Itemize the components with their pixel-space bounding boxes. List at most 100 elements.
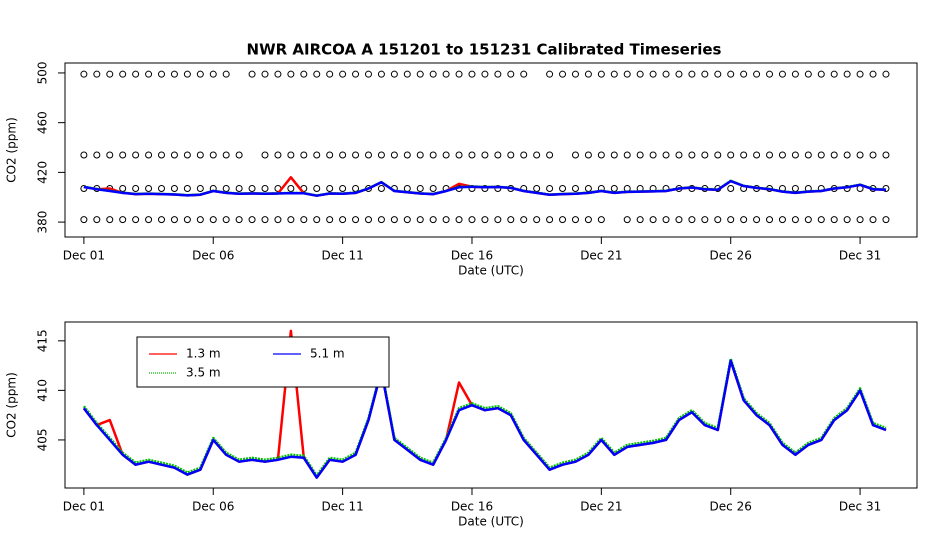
legend-label: 3.5 m bbox=[186, 366, 221, 380]
data-point bbox=[442, 151, 450, 159]
data-point bbox=[119, 216, 127, 224]
data-point bbox=[481, 185, 489, 193]
data-point bbox=[584, 151, 592, 159]
data-point bbox=[170, 185, 178, 193]
plot-frame bbox=[64, 321, 918, 489]
x-tick-label: Dec 06 bbox=[192, 500, 234, 514]
data-point bbox=[882, 70, 890, 78]
data-point bbox=[688, 70, 696, 78]
data-point bbox=[235, 151, 243, 159]
data-point bbox=[377, 70, 385, 78]
data-point bbox=[196, 216, 204, 224]
data-point bbox=[662, 70, 670, 78]
data-point bbox=[455, 216, 463, 224]
data-point bbox=[597, 216, 605, 224]
data-point bbox=[766, 216, 774, 224]
y-tick-label: 405 bbox=[36, 428, 50, 451]
data-point bbox=[753, 70, 761, 78]
data-point bbox=[740, 70, 748, 78]
data-point bbox=[222, 151, 230, 159]
data-point bbox=[546, 216, 554, 224]
x-tick-label: Dec 21 bbox=[580, 249, 622, 263]
data-point bbox=[869, 151, 877, 159]
data-point bbox=[132, 216, 140, 224]
data-point bbox=[830, 70, 838, 78]
data-point bbox=[662, 216, 670, 224]
data-point bbox=[364, 151, 372, 159]
data-point bbox=[183, 216, 191, 224]
data-point bbox=[429, 70, 437, 78]
data-point bbox=[714, 216, 722, 224]
data-point bbox=[222, 70, 230, 78]
data-point bbox=[571, 185, 579, 193]
data-point bbox=[364, 70, 372, 78]
data-point bbox=[158, 70, 166, 78]
data-point bbox=[675, 70, 683, 78]
data-point bbox=[339, 151, 347, 159]
data-point bbox=[559, 185, 567, 193]
data-point bbox=[636, 70, 644, 78]
data-point bbox=[610, 151, 618, 159]
data-point bbox=[804, 70, 812, 78]
data-point bbox=[442, 70, 450, 78]
data-point bbox=[636, 151, 644, 159]
data-point bbox=[481, 216, 489, 224]
x-tick-label: Dec 01 bbox=[63, 249, 105, 263]
data-point bbox=[196, 70, 204, 78]
data-point bbox=[403, 70, 411, 78]
data-point bbox=[533, 151, 541, 159]
data-point bbox=[339, 216, 347, 224]
data-point bbox=[494, 216, 502, 224]
data-point bbox=[597, 151, 605, 159]
data-point bbox=[559, 216, 567, 224]
data-point bbox=[817, 151, 825, 159]
data-point bbox=[494, 185, 502, 193]
data-point bbox=[546, 70, 554, 78]
data-point bbox=[843, 216, 851, 224]
data-point bbox=[300, 151, 308, 159]
data-point bbox=[132, 151, 140, 159]
data-point bbox=[507, 151, 515, 159]
legend-label: 1.3 m bbox=[186, 347, 221, 361]
data-point bbox=[390, 70, 398, 78]
data-point bbox=[714, 151, 722, 159]
data-point bbox=[248, 216, 256, 224]
data-point bbox=[507, 216, 515, 224]
data-point bbox=[584, 216, 592, 224]
data-point bbox=[313, 216, 321, 224]
data-point bbox=[80, 151, 88, 159]
data-point bbox=[93, 70, 101, 78]
data-point bbox=[649, 70, 657, 78]
data-point bbox=[364, 216, 372, 224]
x-axis-label: Date (UTC) bbox=[458, 264, 524, 278]
data-point bbox=[843, 151, 851, 159]
data-point bbox=[352, 216, 360, 224]
data-point bbox=[119, 70, 127, 78]
data-point bbox=[727, 216, 735, 224]
y-tick-label: 415 bbox=[36, 329, 50, 352]
data-point bbox=[209, 151, 217, 159]
data-point bbox=[196, 185, 204, 193]
y-axis-label: CO2 (ppm) bbox=[5, 372, 19, 438]
data-point bbox=[727, 151, 735, 159]
data-point bbox=[429, 151, 437, 159]
data-point bbox=[494, 70, 502, 78]
data-point bbox=[183, 151, 191, 159]
data-point bbox=[701, 151, 709, 159]
data-point bbox=[429, 185, 437, 193]
data-point bbox=[313, 151, 321, 159]
data-point bbox=[429, 216, 437, 224]
data-point bbox=[183, 185, 191, 193]
data-point bbox=[766, 151, 774, 159]
data-point bbox=[662, 151, 670, 159]
data-point bbox=[520, 151, 528, 159]
data-point bbox=[701, 70, 709, 78]
data-point bbox=[753, 216, 761, 224]
data-point bbox=[377, 185, 385, 193]
data-point bbox=[261, 216, 269, 224]
data-point bbox=[623, 151, 631, 159]
data-point bbox=[339, 70, 347, 78]
data-point bbox=[856, 151, 864, 159]
data-point bbox=[571, 70, 579, 78]
